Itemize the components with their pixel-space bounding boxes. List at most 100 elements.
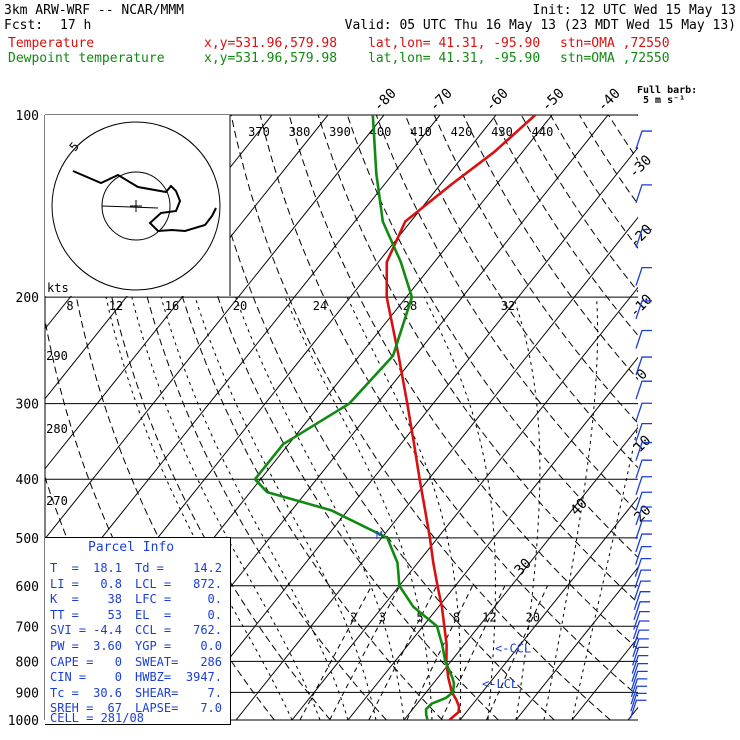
pressure-tick-label: 300 <box>16 398 39 413</box>
mixing-ratio-tick-label: 2 <box>350 610 357 624</box>
isotherm-line <box>515 566 638 720</box>
forecast-hour: 17 h <box>60 18 92 33</box>
wind-barb <box>635 520 652 540</box>
isotherm-line <box>45 115 441 610</box>
dry-adiabat-line <box>696 115 740 720</box>
pressure-tick-label: 700 <box>16 620 39 635</box>
wind-barb <box>632 620 650 640</box>
parcel-param-label: LFC = <box>135 592 172 607</box>
barb-note: Full barb: <box>637 85 698 96</box>
parcel-param-value: 30.6 <box>93 685 122 700</box>
wind-barb <box>631 646 649 666</box>
parcel-row: SVI = -4.4 CCL = 762. <box>50 623 228 639</box>
theta-tick-label: 430 <box>491 125 513 139</box>
wind-barb <box>633 591 651 610</box>
pressure-tick-label: 900 <box>16 686 39 701</box>
temperature-profile-line <box>385 115 537 720</box>
isotherm-tick-label: -70 <box>427 86 456 115</box>
dry-adiabat-line <box>114 115 387 720</box>
parcel-param-label: PW = <box>50 638 79 653</box>
parcel-param-value: 286 <box>200 654 222 669</box>
parcel-param-value: 7.0 <box>200 701 222 716</box>
forecast-label: Fcst: <box>4 18 44 33</box>
isotherm-line <box>459 496 638 720</box>
lcl-annotation: <-LCL <box>482 677 518 691</box>
wind-barb <box>635 329 652 349</box>
ccl-annotation: <-CCL <box>495 642 531 656</box>
parcel-info-title: Parcel Info <box>88 540 175 555</box>
model-title: 3km ARW-WRF -- NCAR/MMM <box>4 3 185 18</box>
wind-barb <box>635 300 652 320</box>
parcel-param-label: HWBZ= <box>135 670 172 685</box>
parcel-param-value: 0.8 <box>100 576 122 591</box>
hodograph-speed-label: 8 <box>66 299 73 313</box>
parcel-param-label: LCL = <box>135 576 172 591</box>
theta-tick-label: 440 <box>532 125 554 139</box>
hodograph-axis-label: kts <box>47 281 69 295</box>
isotherm-tick-label: 20 <box>631 502 654 525</box>
wind-barb <box>635 506 652 526</box>
pressure-tick-label: 400 <box>16 473 39 488</box>
wind-barb <box>631 670 648 690</box>
wind-barb <box>631 654 649 674</box>
mixing-ratio-tick-label: 8 <box>453 610 460 624</box>
dry-adiabat-line <box>346 115 638 559</box>
wind-barb <box>635 441 652 461</box>
hodograph-speed-label: 32 <box>501 299 515 313</box>
parcel-param-label: LI = <box>50 576 79 591</box>
valid-time: Valid: 05 UTC Thu 16 May 13 (23 MDT Wed … <box>344 18 736 33</box>
parcel-param-value: 872. <box>193 576 222 591</box>
parcel-param-value: 7. <box>207 685 222 700</box>
theta-tick-label: 370 <box>248 125 270 139</box>
parcel-param-value: 0 <box>114 670 122 685</box>
parcel-param-value: 14.2 <box>193 561 222 575</box>
isotherm-line <box>627 706 638 720</box>
parcel-param-value: 0 <box>114 654 122 669</box>
moist-adiabat-line <box>571 422 638 720</box>
parcel-param-label: SREH = <box>50 701 94 716</box>
wind-barb <box>635 228 652 248</box>
wind-barb <box>635 380 652 400</box>
dry-adiabat-line <box>288 115 638 650</box>
temperature-station: stn=OMA ,72550 <box>560 36 670 51</box>
hodograph-trace <box>72 170 217 233</box>
wind-barb <box>635 266 652 286</box>
hodograph-speed-label: 16 <box>165 299 179 313</box>
moist-adiabat-line <box>105 296 293 720</box>
parcel-row: CAPE = 0 SWEAT= 286 <box>50 655 228 671</box>
dry-adiabat-tick-label: 290 <box>46 349 68 363</box>
hodograph-center-mark <box>130 200 142 212</box>
dewpoint-station: stn=OMA ,72550 <box>560 51 670 66</box>
hodograph-speed-label: 24 <box>313 299 327 313</box>
isotherm-line <box>45 115 329 470</box>
dry-adiabat-line <box>143 115 443 720</box>
theta-tick-label: 410 <box>410 125 432 139</box>
isotherm-tick-label: 40 <box>568 496 591 519</box>
mixing-ratio-tick-label: 5 <box>416 610 423 624</box>
parcel-param-value: 18.1 <box>93 561 122 575</box>
wind-barb <box>635 356 652 376</box>
theta-tick-label: 390 <box>329 125 351 139</box>
barb-note-units: 5 m s⁻¹ <box>643 95 686 106</box>
parcel-row: T = 18.1 Td = 14.2 <box>50 561 228 577</box>
wind-barb <box>633 601 651 621</box>
wind-barb <box>635 130 652 150</box>
pressure-tick-label: 1000 <box>8 714 39 729</box>
mixing-ratio-tick-label: 20 <box>526 610 540 624</box>
parcel-param-label: EL = <box>135 607 172 622</box>
wind-barb <box>634 558 652 577</box>
pressure-tick-label: 500 <box>16 532 39 547</box>
dry-adiabat-line <box>375 115 638 514</box>
dry-adiabat-line <box>579 115 638 205</box>
dry-adiabat-line <box>259 115 638 697</box>
wind-barb <box>632 638 649 658</box>
parcel-param-value: 67 <box>107 701 122 716</box>
temperature-legend: Temperature <box>8 36 95 51</box>
dewpoint-latlon: lat,lon= 41.31, -95.90 <box>368 51 541 66</box>
wind-barb <box>633 610 650 630</box>
temperature-latlon: lat,lon= 41.31, -95.90 <box>368 36 541 51</box>
moist-adiabat-line <box>235 296 405 720</box>
wind-barb <box>635 491 652 511</box>
